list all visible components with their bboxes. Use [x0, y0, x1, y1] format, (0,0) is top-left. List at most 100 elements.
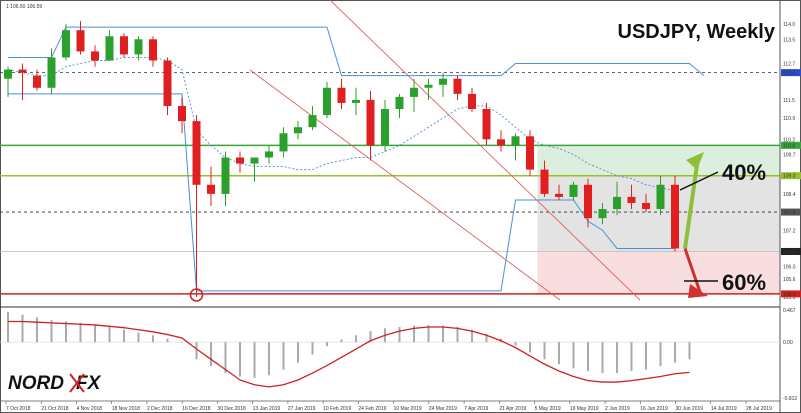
candle-body: [511, 136, 520, 146]
osc-bar: [398, 326, 401, 343]
candle-body: [366, 99, 375, 146]
candle-body: [76, 30, 85, 52]
candle-body: [468, 93, 476, 109]
date-tick-label: 19 May 2019: [570, 406, 599, 412]
scenario-down-label: 60%: [722, 270, 766, 295]
osc-bar: [601, 342, 604, 374]
ohlc-header: 1 106.50 106.59: [6, 4, 42, 10]
osc-bar: [7, 311, 9, 343]
osc-bar: [65, 321, 67, 343]
osc-bar: [152, 335, 154, 343]
candle-body: [584, 184, 592, 219]
candle-body: [47, 57, 56, 88]
date-tick-label: 16 Dec 2018: [182, 406, 211, 412]
arrow-up-shaft: [683, 157, 700, 249]
date-tick-label: 24 Feb 2019: [358, 406, 386, 412]
candle-body: [555, 193, 563, 197]
osc-tick-label: -0.812: [783, 396, 797, 402]
candle-body: [163, 60, 172, 106]
osc-bar: [36, 317, 38, 343]
osc-bar: [355, 335, 357, 343]
nordfx-logo: NORD FX: [8, 373, 102, 394]
candle-body: [236, 157, 244, 164]
price-level-tag: [781, 69, 801, 77]
candle-body: [323, 87, 331, 116]
candle-body: [598, 209, 607, 219]
osc-bar: [181, 342, 183, 343]
candle-body: [4, 69, 12, 79]
spike-low-marker: [189, 288, 204, 302]
candle-body: [91, 51, 99, 61]
candle-body: [178, 105, 186, 122]
osc-bar: [253, 342, 256, 378]
date-tick-label: 2 Jun 2019: [605, 406, 630, 412]
osc-bar: [210, 342, 212, 367]
price-tick-label: 111.5: [783, 98, 795, 104]
candle-body: [221, 157, 230, 194]
price-tick-label: 105.0: [783, 295, 796, 301]
price-level-label: 110.0: [783, 143, 795, 149]
date-tick-label: 21 Apr 2019: [499, 406, 526, 412]
date-tick-label: 7 Oct 2018: [6, 406, 31, 412]
osc-bar: [543, 342, 546, 360]
osc-bar: [108, 326, 111, 343]
osc-bar: [123, 329, 125, 343]
price-level-tag: [781, 290, 801, 298]
osc-bar: [587, 342, 589, 372]
candle-body: [207, 184, 215, 194]
upper-band-line: [8, 26, 705, 77]
date-tick-label: 14 Jul 2019: [711, 406, 737, 412]
osc-tick-label: 0.467: [783, 308, 796, 314]
candle-body: [497, 139, 505, 146]
price-level-tag: [781, 247, 801, 255]
candle-body: [395, 96, 404, 109]
osc-signal-line: [8, 320, 690, 388]
osc-bar: [427, 324, 430, 343]
candle-body: [149, 39, 157, 61]
osc-bar: [572, 342, 575, 369]
candle-body: [627, 196, 636, 203]
price-tick-label: 110.2: [783, 137, 795, 143]
price-tick-label: 108.4: [783, 192, 796, 198]
osc-bar: [369, 331, 372, 343]
candle-body: [352, 99, 360, 103]
arrow-up-head: [686, 152, 704, 170]
osc-bar: [413, 325, 415, 343]
osc-bar: [674, 342, 676, 363]
date-tick-label: 2 Dec 2018: [147, 406, 173, 412]
candle-body: [308, 115, 317, 128]
candle-body: [18, 69, 27, 73]
price-level-tag: [781, 208, 801, 216]
osc-bar: [659, 342, 662, 367]
date-tick-label: 30 Jun 2019: [676, 406, 704, 412]
candle-body: [410, 87, 418, 97]
osc-bar: [630, 342, 633, 372]
date-tick-label: 28 Jul 2019: [746, 406, 772, 412]
osc-bar: [94, 324, 96, 343]
date-tick-label: 5 May 2019: [535, 406, 561, 412]
candle-body: [569, 184, 578, 197]
channel-upper-line: [329, 0, 641, 301]
osc-bar: [645, 342, 647, 370]
date-tick-label: 4 Nov 2018: [76, 406, 102, 412]
osc-bar: [688, 342, 691, 360]
date-tick-label: 30 Dec 2018: [217, 406, 246, 412]
osc-bar: [471, 329, 473, 343]
osc-bar: [514, 342, 517, 346]
candle-body: [671, 184, 679, 249]
candle-body: [120, 36, 128, 55]
price-level-label: 107.8: [783, 210, 796, 216]
price-level-label: 106.5: [783, 249, 796, 255]
price-tick-label: 114.0: [783, 22, 795, 28]
candle-body: [424, 84, 433, 88]
candle-body: [279, 133, 288, 152]
candle-body: [381, 109, 389, 146]
date-tick-label: 16 Jun 2019: [640, 406, 668, 412]
osc-bar: [456, 326, 459, 343]
logo-text-fx: FX: [76, 373, 102, 394]
date-tick-label: 18 Nov 2018: [112, 406, 141, 412]
price-tick-label: 109.7: [783, 152, 796, 158]
price-tick-label: 106.0: [783, 265, 796, 271]
candle-body: [33, 75, 41, 88]
